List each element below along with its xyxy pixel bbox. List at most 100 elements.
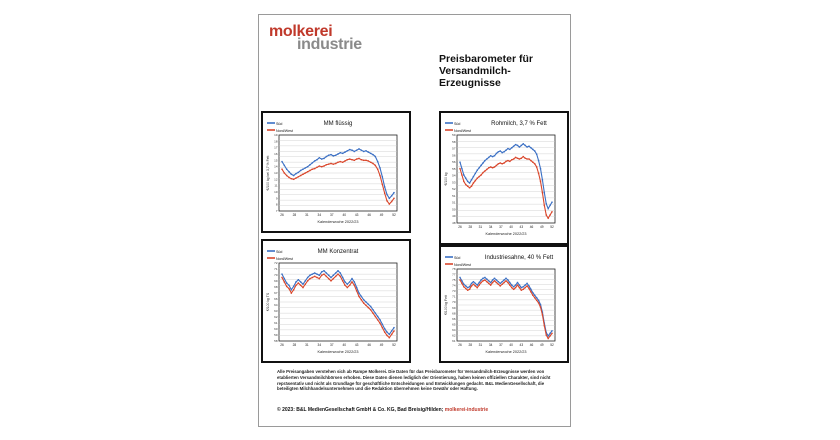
- y-tick-label: 72: [274, 261, 278, 265]
- data-point-south: [535, 153, 538, 155]
- data-point-south: [355, 149, 358, 151]
- data-point-northwest: [292, 289, 295, 291]
- data-point-south: [337, 153, 339, 155]
- data-point-northwest: [325, 275, 328, 278]
- data-point-south: [474, 282, 477, 285]
- data-point-northwest: [306, 171, 309, 173]
- data-point-south: [311, 162, 314, 164]
- data-point-south: [332, 155, 335, 157]
- data-point-south: [539, 167, 542, 170]
- logo: molkerei industrie: [269, 24, 362, 53]
- data-point-northwest: [320, 274, 323, 276]
- data-point-south: [285, 282, 288, 284]
- data-point-south: [466, 180, 469, 183]
- data-point-south: [393, 326, 395, 329]
- data-point-south: [334, 154, 337, 156]
- data-point-south: [330, 153, 332, 156]
- data-point-northwest: [302, 286, 304, 289]
- x-axis-label: Kalenderwoche 2022/23: [486, 350, 527, 354]
- data-point-south: [501, 151, 503, 154]
- data-point-northwest: [491, 167, 494, 169]
- y-tick-label: 58: [452, 140, 456, 144]
- data-point-northwest: [516, 284, 519, 286]
- data-point-northwest: [302, 173, 304, 175]
- data-point-south: [509, 148, 511, 151]
- data-point-south: [488, 280, 490, 282]
- legend-label-south: Süd: [276, 250, 282, 254]
- legend-label-northwest: Nord/West: [276, 129, 293, 133]
- data-point-south: [369, 305, 372, 308]
- data-point-south: [365, 301, 367, 303]
- data-point-northwest: [369, 161, 372, 163]
- legend-label-northwest: Nord/West: [276, 257, 293, 261]
- x-tick-label: 46: [530, 225, 534, 229]
- data-point-northwest: [334, 162, 337, 165]
- data-point-northwest: [532, 294, 534, 296]
- data-point-south: [334, 272, 337, 274]
- data-point-northwest: [346, 159, 349, 161]
- y-tick-label: 71: [452, 295, 456, 299]
- data-point-south: [323, 157, 325, 160]
- data-point-northwest: [516, 157, 519, 159]
- data-point-south: [472, 281, 475, 283]
- data-point-northwest: [461, 174, 463, 176]
- data-point-northwest: [330, 162, 332, 165]
- y-tick-label: 69: [274, 279, 278, 283]
- x-tick-label: 31: [305, 343, 309, 347]
- data-point-south: [511, 147, 513, 149]
- y-tick-label: 48: [452, 221, 456, 225]
- data-point-south: [509, 281, 511, 284]
- data-point-northwest: [518, 158, 521, 160]
- data-point-northwest: [376, 319, 379, 321]
- data-point-south: [283, 164, 286, 167]
- data-point-south: [505, 149, 507, 151]
- data-point-northwest: [489, 166, 492, 168]
- data-point-northwest: [534, 297, 536, 299]
- data-point-south: [344, 281, 346, 283]
- data-point-northwest: [520, 289, 523, 291]
- data-point-northwest: [528, 158, 530, 160]
- data-point-south: [341, 276, 344, 279]
- chart-panel-industriesahne: Industriesahne, 40 % Fett Süd Nord/West 78 7…: [439, 245, 569, 363]
- data-point-northwest: [537, 172, 540, 175]
- y-tick-label: 8: [276, 203, 278, 207]
- data-point-northwest: [355, 290, 358, 292]
- x-tick-label: 52: [550, 343, 554, 347]
- data-point-northwest: [482, 171, 484, 174]
- data-point-south: [528, 145, 530, 147]
- data-point-northwest: [511, 286, 513, 289]
- data-point-south: [299, 169, 302, 172]
- data-point-northwest: [383, 331, 386, 333]
- data-point-south: [325, 272, 328, 274]
- data-point-south: [358, 292, 360, 294]
- data-point-northwest: [474, 285, 477, 287]
- data-point-south: [511, 284, 513, 286]
- data-point-northwest: [309, 169, 311, 172]
- data-point-south: [463, 283, 465, 285]
- data-point-northwest: [390, 200, 393, 203]
- data-point-northwest: [353, 159, 356, 162]
- x-tick-label: 34: [318, 343, 322, 347]
- data-point-south: [372, 309, 374, 311]
- data-point-south: [351, 277, 353, 280]
- data-point-northwest: [351, 159, 353, 161]
- y-tick-label: 74: [452, 284, 456, 288]
- data-point-south: [348, 148, 351, 151]
- data-point-south: [526, 282, 528, 285]
- x-tick-label: 34: [489, 225, 493, 229]
- data-point-northwest: [551, 211, 553, 213]
- data-point-northwest: [522, 155, 524, 158]
- y-tick-label: 73: [452, 289, 456, 293]
- data-point-south: [541, 311, 544, 313]
- data-point-south: [367, 151, 370, 153]
- data-point-northwest: [299, 284, 302, 286]
- y-tick-label: 57: [452, 147, 456, 151]
- data-point-northwest: [283, 172, 286, 174]
- data-point-northwest: [309, 277, 311, 280]
- data-point-south: [290, 173, 293, 175]
- x-tick-label: 37: [499, 343, 503, 347]
- data-point-south: [346, 283, 349, 285]
- data-point-northwest: [323, 165, 325, 167]
- data-point-south: [351, 149, 353, 151]
